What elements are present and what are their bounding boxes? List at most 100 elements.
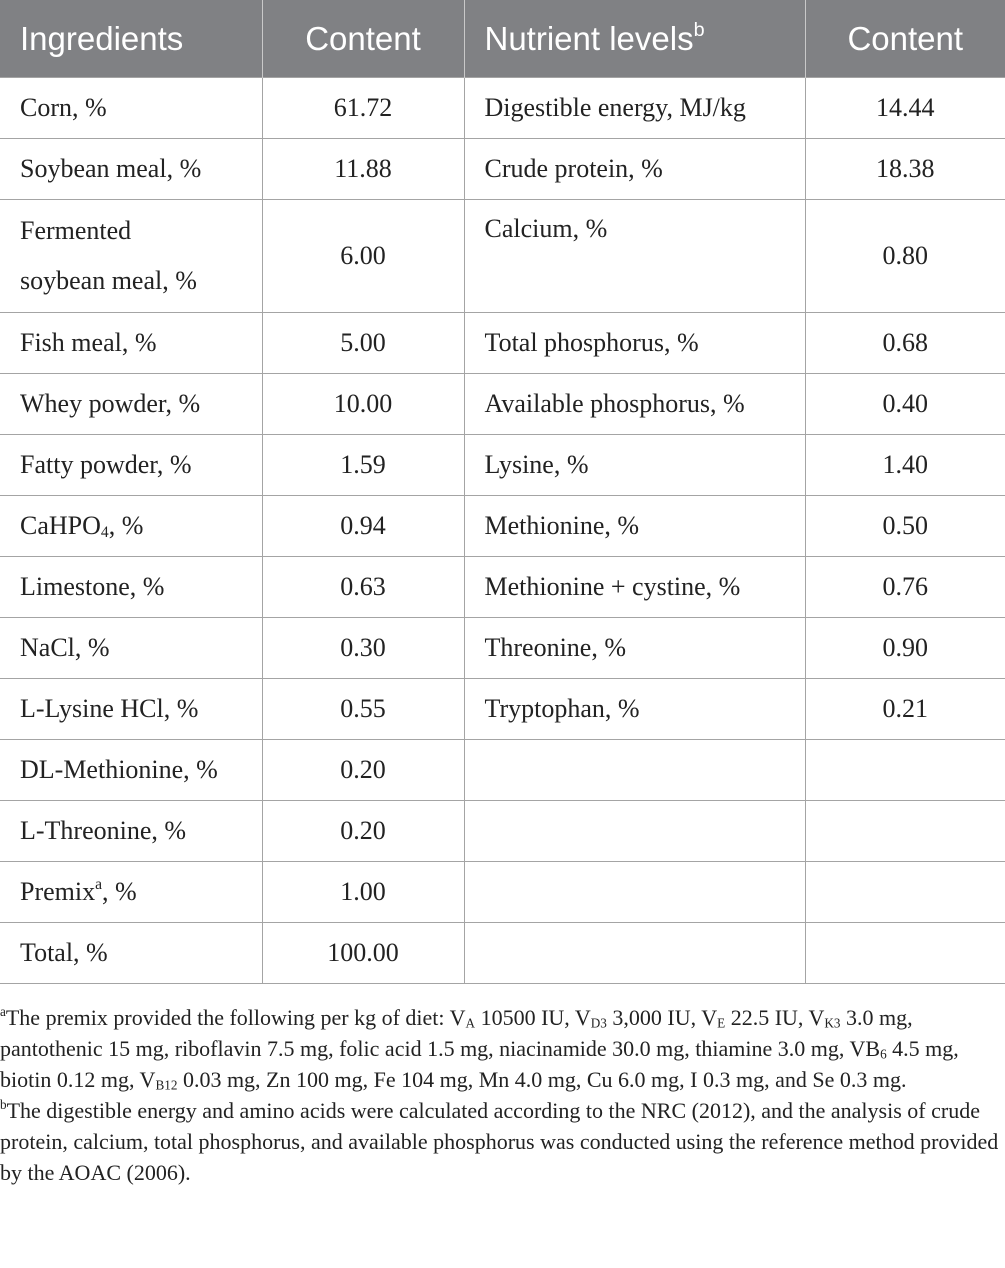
nutrient-cell: Tryptophan, %: [463, 678, 806, 740]
ingredient-cell: L-Threonine, %: [0, 800, 263, 862]
nutrient-cell: [463, 739, 806, 801]
formula-subscript: 4: [100, 524, 109, 542]
table-row: Premixa, % 1.00: [0, 861, 1005, 923]
content-cell: 0.55: [261, 678, 465, 740]
nutrient-cell: Total phosphorus, %: [463, 312, 806, 374]
level-cell: [804, 739, 1005, 801]
nutrient-cell: [463, 800, 806, 862]
ingredient-cell: Soybean meal, %: [0, 138, 263, 200]
ingredient-unit: , %: [108, 511, 144, 540]
content-cell: 0.30: [261, 617, 465, 679]
level-cell: 0.50: [804, 495, 1005, 557]
content-cell: 0.20: [261, 739, 465, 801]
ingredient-cell: Fermented soybean meal, %: [0, 199, 263, 313]
table-row: Fermented soybean meal, % 6.00 Calcium, %…: [0, 199, 1005, 313]
footnote-marker-a: a: [95, 876, 103, 894]
content-cell: 0.63: [261, 556, 465, 618]
content-cell: 11.88: [261, 138, 465, 200]
footnote-subscript: 6: [880, 1046, 887, 1062]
nutrient-cell: Calcium, %: [463, 199, 806, 313]
footnote-a-text: 0.03 mg, Zn 100 mg, Fe 104 mg, Mn 4.0 mg…: [177, 1067, 907, 1092]
footnote-subscript: A: [465, 1015, 476, 1031]
ingredient-cell: CaHPO4, %: [0, 495, 263, 557]
content-cell: 0.94: [261, 495, 465, 557]
ingredient-cell: Limestone, %: [0, 556, 263, 618]
content-cell: 1.00: [261, 861, 465, 923]
level-cell: 0.90: [804, 617, 1005, 679]
footnote-a-text: 4.5 mg, biotin 0.12 mg, V: [0, 1036, 959, 1092]
table-row: Corn, % 61.72 Digestible energy, MJ/kg 1…: [0, 77, 1005, 139]
diet-composition-table: Ingredients Content Nutrient levelsb Con…: [0, 0, 1005, 984]
content-cell: 0.20: [261, 800, 465, 862]
level-cell: 0.68: [804, 312, 1005, 374]
ingredient-cell: Fish meal, %: [0, 312, 263, 374]
ingredient-cell: L-Lysine HCl, %: [0, 678, 263, 740]
table-row: L-Threonine, % 0.20: [0, 800, 1005, 862]
level-cell: 18.38: [804, 138, 1005, 200]
nutrient-cell: [463, 861, 806, 923]
ingredient-name: Premix: [20, 877, 96, 906]
table-header-row: Ingredients Content Nutrient levelsb Con…: [0, 0, 1005, 78]
ingredient-cell: Corn, %: [0, 77, 263, 139]
header-content: Content: [805, 0, 1005, 78]
table-footnotes: aThe premix provided the following per k…: [0, 1002, 1000, 1188]
footnote-b-text: The digestible energy and amino acids we…: [0, 1098, 999, 1185]
footnote-a-marker: a: [0, 1003, 6, 1019]
ingredient-cell: NaCl, %: [0, 617, 263, 679]
ingredient-formula: CaHPO: [20, 511, 101, 540]
table-row: L-Lysine HCl, % 0.55 Tryptophan, % 0.21: [0, 678, 1005, 740]
table-row: DL-Methionine, % 0.20: [0, 739, 1005, 801]
header-ingredients: Ingredients: [0, 0, 263, 78]
footnote-subscript: D3: [590, 1015, 607, 1031]
ingredient-cell: Fatty powder, %: [0, 434, 263, 496]
level-cell: 0.40: [804, 373, 1005, 435]
ingredient-line-1: Fermented: [20, 216, 132, 245]
level-cell: 0.21: [804, 678, 1005, 740]
nutrient-cell: Threonine, %: [463, 617, 806, 679]
nutrient-cell: Crude protein, %: [463, 138, 806, 200]
footnote-a: aThe premix provided the following per k…: [0, 1002, 1000, 1095]
footnote-a-text: The premix provided the following per kg…: [5, 1005, 466, 1030]
nutrient-cell: [463, 922, 806, 984]
level-cell: 0.76: [804, 556, 1005, 618]
content-cell: 100.00: [261, 922, 465, 984]
table-row: Total, % 100.00: [0, 922, 1005, 984]
content-cell: 10.00: [261, 373, 465, 435]
ingredient-line-2: soybean meal, %: [20, 266, 197, 295]
header-nutrient-levels-label: Nutrient levels: [484, 19, 694, 57]
table-row: Soybean meal, % 11.88 Crude protein, % 1…: [0, 138, 1005, 200]
nutrient-cell: Methionine + cystine, %: [463, 556, 806, 618]
footnote-marker-b: b: [693, 18, 705, 41]
footnote-subscript: B12: [155, 1077, 178, 1093]
footnote-b-marker: b: [0, 1096, 7, 1112]
ingredient-cell: Total, %: [0, 922, 263, 984]
header-nutrient-levels: Nutrient levelsb: [464, 0, 806, 78]
footnote-a-text: 10500 IU, V: [475, 1005, 591, 1030]
content-cell: 6.00: [261, 199, 465, 313]
nutrient-cell: Available phosphorus, %: [463, 373, 806, 435]
level-cell: 0.80: [804, 199, 1005, 313]
table-row: NaCl, % 0.30 Threonine, % 0.90: [0, 617, 1005, 679]
level-cell: 14.44: [804, 77, 1005, 139]
level-cell: [804, 922, 1005, 984]
footnote-subscript: K3: [824, 1015, 841, 1031]
ingredient-cell: DL-Methionine, %: [0, 739, 263, 801]
content-cell: 61.72: [261, 77, 465, 139]
footnote-a-text: 3,000 IU, V: [606, 1005, 718, 1030]
table-row: CaHPO4, % 0.94 Methionine, % 0.50: [0, 495, 1005, 557]
nutrient-cell: Lysine, %: [463, 434, 806, 496]
table-row: Fish meal, % 5.00 Total phosphorus, % 0.…: [0, 312, 1005, 374]
ingredient-unit: , %: [102, 877, 137, 906]
table-row: Limestone, % 0.63 Methionine + cystine, …: [0, 556, 1005, 618]
footnote-a-text: 3.0 mg, pantothenic 15 mg, riboflavin 7.…: [0, 1005, 913, 1061]
level-cell: [804, 861, 1005, 923]
header-content: Content: [262, 0, 465, 78]
footnote-a-text: 22.5 IU, V: [725, 1005, 825, 1030]
table-row: Fatty powder, % 1.59 Lysine, % 1.40: [0, 434, 1005, 496]
footnote-subscript: E: [717, 1015, 726, 1031]
ingredient-cell: Premixa, %: [0, 861, 263, 923]
content-cell: 1.59: [261, 434, 465, 496]
level-cell: [804, 800, 1005, 862]
nutrient-cell: Methionine, %: [463, 495, 806, 557]
nutrient-cell: Digestible energy, MJ/kg: [463, 77, 806, 139]
